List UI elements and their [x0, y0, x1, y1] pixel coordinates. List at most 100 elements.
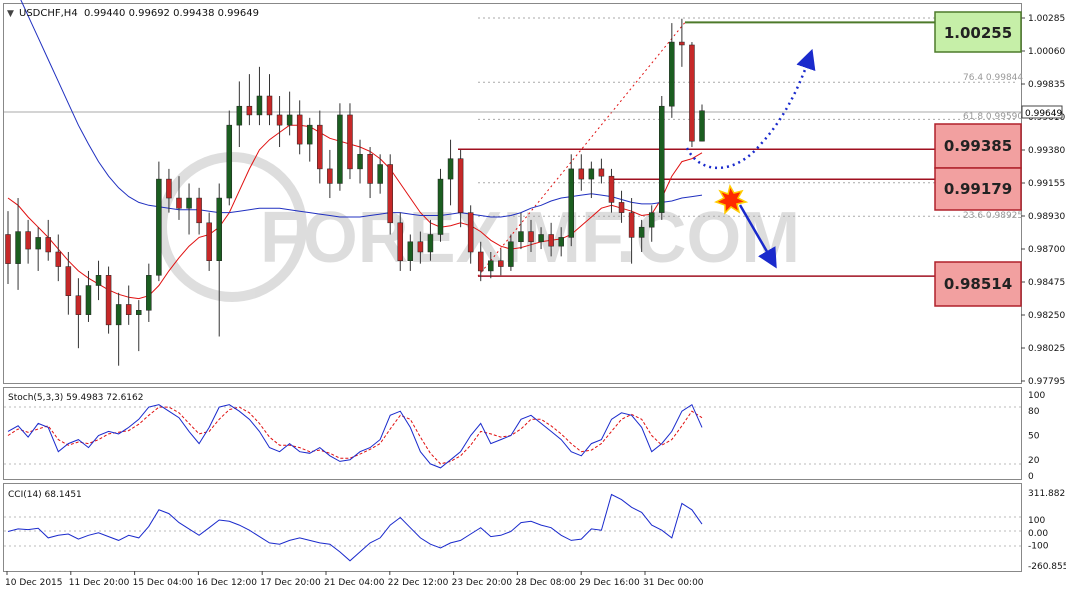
candle: [186, 183, 192, 235]
time-tick-label: 21 Dec 04:00: [324, 578, 385, 588]
candle: [95, 260, 102, 301]
time-tick-label: 28 Dec 08:00: [515, 578, 576, 588]
candle: [618, 190, 625, 223]
candle: [447, 139, 454, 206]
bearish-projection-arrow: [738, 204, 777, 269]
candle: [236, 81, 243, 148]
candle: [669, 23, 675, 118]
cci-tick-label: 100: [1028, 516, 1045, 526]
stoch-lines: [7, 403, 703, 469]
cci-label: CCI(14) 68.1451: [8, 490, 82, 500]
time-tick-label: 16 Dec 12:00: [196, 578, 257, 588]
candle: [35, 227, 41, 271]
support-level-box[interactable]: 0.98514: [934, 261, 1022, 307]
fibonacci-lines: [4, 17, 1021, 277]
candle: [427, 219, 434, 261]
support-level-text: 0.98514: [944, 275, 1012, 293]
candle: [628, 198, 635, 264]
price-axis: 1.002851.000600.998350.996100.993800.991…: [1021, 14, 1065, 387]
stoch-main-line: [7, 403, 703, 469]
candle: [337, 103, 343, 191]
stoch-axis: 100 80 50 20 0: [1028, 391, 1045, 482]
breakout-burst-icon: [714, 184, 749, 215]
candle: [276, 95, 283, 148]
candle: [246, 74, 253, 126]
candle: [377, 154, 383, 194]
candle: [146, 263, 152, 322]
time-tick-label: 17 Dec 20:00: [260, 578, 321, 588]
price-tick-label: 0.98475: [1028, 278, 1065, 288]
candle: [659, 95, 665, 220]
time-tick-label: 31 Dec 00:00: [643, 578, 704, 588]
candle: [538, 227, 544, 250]
fib-label-23: 23.6 0.98925: [963, 211, 1023, 221]
candle: [598, 158, 605, 184]
candle: [266, 74, 273, 126]
candle: [75, 278, 82, 349]
candle: [226, 110, 233, 206]
candle: [498, 249, 504, 276]
price-tick-label: 0.98025: [1028, 344, 1065, 354]
candle: [367, 147, 373, 199]
cci-series-line: [7, 493, 703, 562]
cci-tick-label: 0.00: [1028, 529, 1048, 539]
price-tick-label: 0.99835: [1028, 80, 1065, 90]
candle: [508, 234, 514, 271]
target-level-text: 1.00255: [944, 24, 1012, 42]
stoch-label: Stoch(5,3,3) 59.4983 72.6162: [8, 393, 143, 403]
candle: [528, 219, 534, 252]
candle: [679, 18, 685, 67]
candle: [488, 251, 494, 279]
price-tick-label: 1.00060: [1028, 47, 1065, 57]
price-tick-label: 1.00285: [1028, 14, 1065, 24]
candle: [15, 198, 21, 290]
arrow-down-icon: ▼: [7, 9, 14, 19]
candle: [689, 42, 695, 148]
moving-averages: [7, 0, 703, 300]
candle: [156, 161, 162, 282]
candle: [25, 219, 31, 264]
candle: [176, 176, 182, 220]
candle: [387, 154, 393, 235]
stoch-tick-label: 0: [1028, 472, 1034, 482]
candles: [5, 18, 705, 366]
time-axis: 10 Dec 2015 11 Dec 20:00 15 Dec 04:00 16 De…: [5, 571, 704, 588]
resistance-level-box[interactable]: 0.99385: [934, 123, 1022, 169]
candle: [558, 227, 564, 257]
candle: [638, 219, 645, 252]
candle: [85, 270, 92, 322]
candle: [568, 154, 574, 247]
time-tick-label: 29 Dec 16:00: [579, 578, 640, 588]
candle: [357, 139, 363, 184]
candle: [125, 285, 132, 325]
candle: [397, 212, 404, 271]
candle: [347, 103, 353, 180]
candle: [196, 187, 202, 235]
candle: [548, 222, 554, 257]
target-level-box[interactable]: 1.00255: [934, 11, 1022, 53]
candle: [518, 212, 524, 250]
stoch-tick-label: 80: [1028, 407, 1040, 417]
candle: [457, 149, 464, 228]
candle: [407, 234, 414, 271]
candle: [588, 161, 595, 199]
candle: [417, 231, 424, 264]
candle: [578, 154, 585, 191]
blue-moving-average-line: [20, 0, 703, 218]
price-tick-label: 0.97795: [1028, 377, 1065, 387]
time-tick-label: 10 Dec 2015: [5, 578, 63, 588]
pivot-level-box[interactable]: 0.99179: [934, 167, 1022, 211]
time-tick-label: 23 Dec 20:00: [452, 578, 513, 588]
candle: [317, 110, 323, 184]
time-tick-label: 22 Dec 12:00: [388, 578, 449, 588]
candle: [216, 183, 222, 337]
candle: [437, 168, 444, 242]
price-tick-label: 0.99155: [1028, 179, 1065, 189]
red-moving-average-line: [7, 124, 703, 300]
candle: [5, 211, 11, 285]
candle: [477, 241, 484, 282]
candle: [648, 205, 655, 242]
stoch-tick-label: 50: [1028, 432, 1040, 442]
